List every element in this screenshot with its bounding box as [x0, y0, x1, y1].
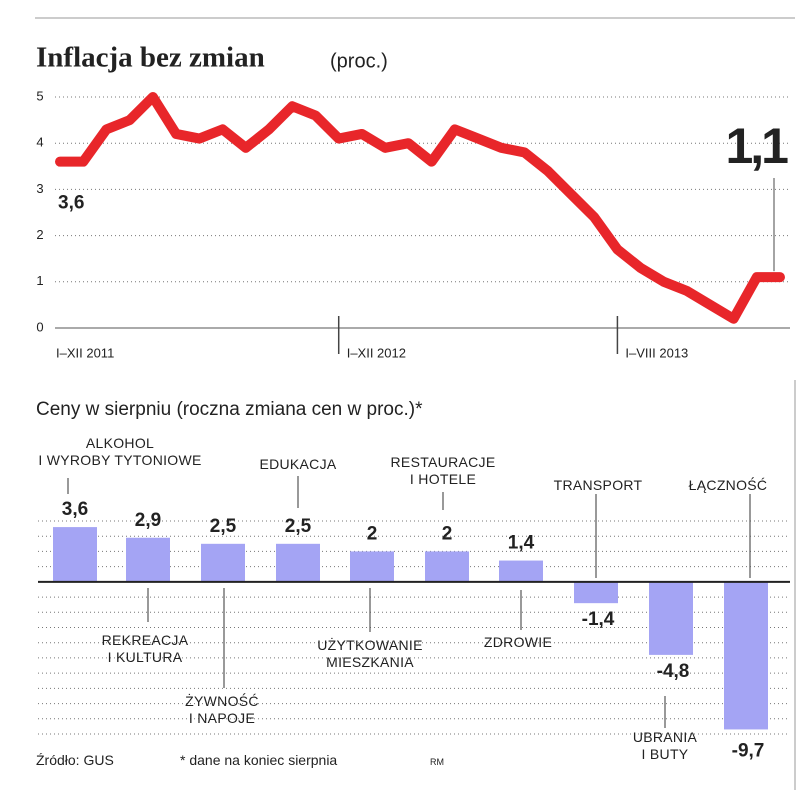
- bar: [724, 581, 768, 730]
- author: RM: [430, 757, 444, 767]
- bar: [276, 543, 320, 582]
- data-label: 3,6: [62, 499, 88, 520]
- category-label: EDUKACJA: [259, 456, 337, 472]
- bar: [425, 551, 469, 582]
- data-label: 2,5: [210, 516, 237, 537]
- data-label: -4,8: [657, 661, 690, 682]
- y-tick-label: 1: [36, 273, 43, 288]
- chart-title: Inflacja bez zmian: [36, 42, 265, 74]
- bar: [53, 527, 97, 582]
- y-tick-label: 2: [36, 227, 43, 242]
- chart-title: Ceny w sierpniu (roczna zmiana cen w pro…: [36, 399, 423, 420]
- x-tick-label: I–XII 2012: [347, 345, 406, 360]
- category-label: ZDROWIE: [483, 634, 553, 650]
- bar: [126, 537, 170, 582]
- category-label: TRANSPORT: [553, 477, 643, 493]
- bar: [574, 581, 618, 604]
- data-label: 2: [367, 523, 378, 544]
- category-label: REKREACJA I KULTURA: [101, 632, 189, 665]
- source: Źródło: GUS: [36, 752, 114, 768]
- data-label: 2: [442, 523, 453, 544]
- data-label: 1,4: [508, 533, 535, 554]
- note: * dane na koniec sierpnia: [180, 752, 338, 768]
- data-label: -9,7: [732, 740, 765, 761]
- bar: [350, 551, 394, 582]
- data-label: -1,4: [582, 609, 615, 630]
- data-label: 2,5: [285, 516, 312, 537]
- category-label: UBRANIA I BUTY: [632, 729, 698, 762]
- bar: [649, 581, 693, 655]
- data-label: 2,9: [135, 510, 161, 531]
- bar: [201, 543, 245, 582]
- x-tick-label: I–VIII 2013: [625, 345, 688, 360]
- y-tick-label: 5: [36, 88, 43, 103]
- bar: [499, 560, 543, 582]
- y-tick-label: 4: [36, 135, 43, 150]
- category-label: ŁĄCZNOŚĆ: [688, 477, 768, 493]
- y-tick-label: 0: [36, 319, 43, 334]
- category-label: RESTAURACJE I HOTELE: [390, 454, 496, 487]
- x-tick-label: I–XII 2011: [56, 345, 114, 360]
- category-label: ALKOHOL I WYROBY TYTONIOWE: [38, 435, 202, 468]
- y-tick-label: 3: [36, 181, 43, 196]
- chart-subtitle: (proc.): [330, 50, 388, 72]
- data-label: 1,1: [725, 118, 788, 174]
- category-label: ŻYWNOŚĆ I NAPOJE: [185, 693, 259, 726]
- line: [55, 92, 785, 324]
- category-label: UŻYTKOWANIE MIESZKANIA: [317, 637, 423, 670]
- data-label: 3,6: [58, 193, 84, 214]
